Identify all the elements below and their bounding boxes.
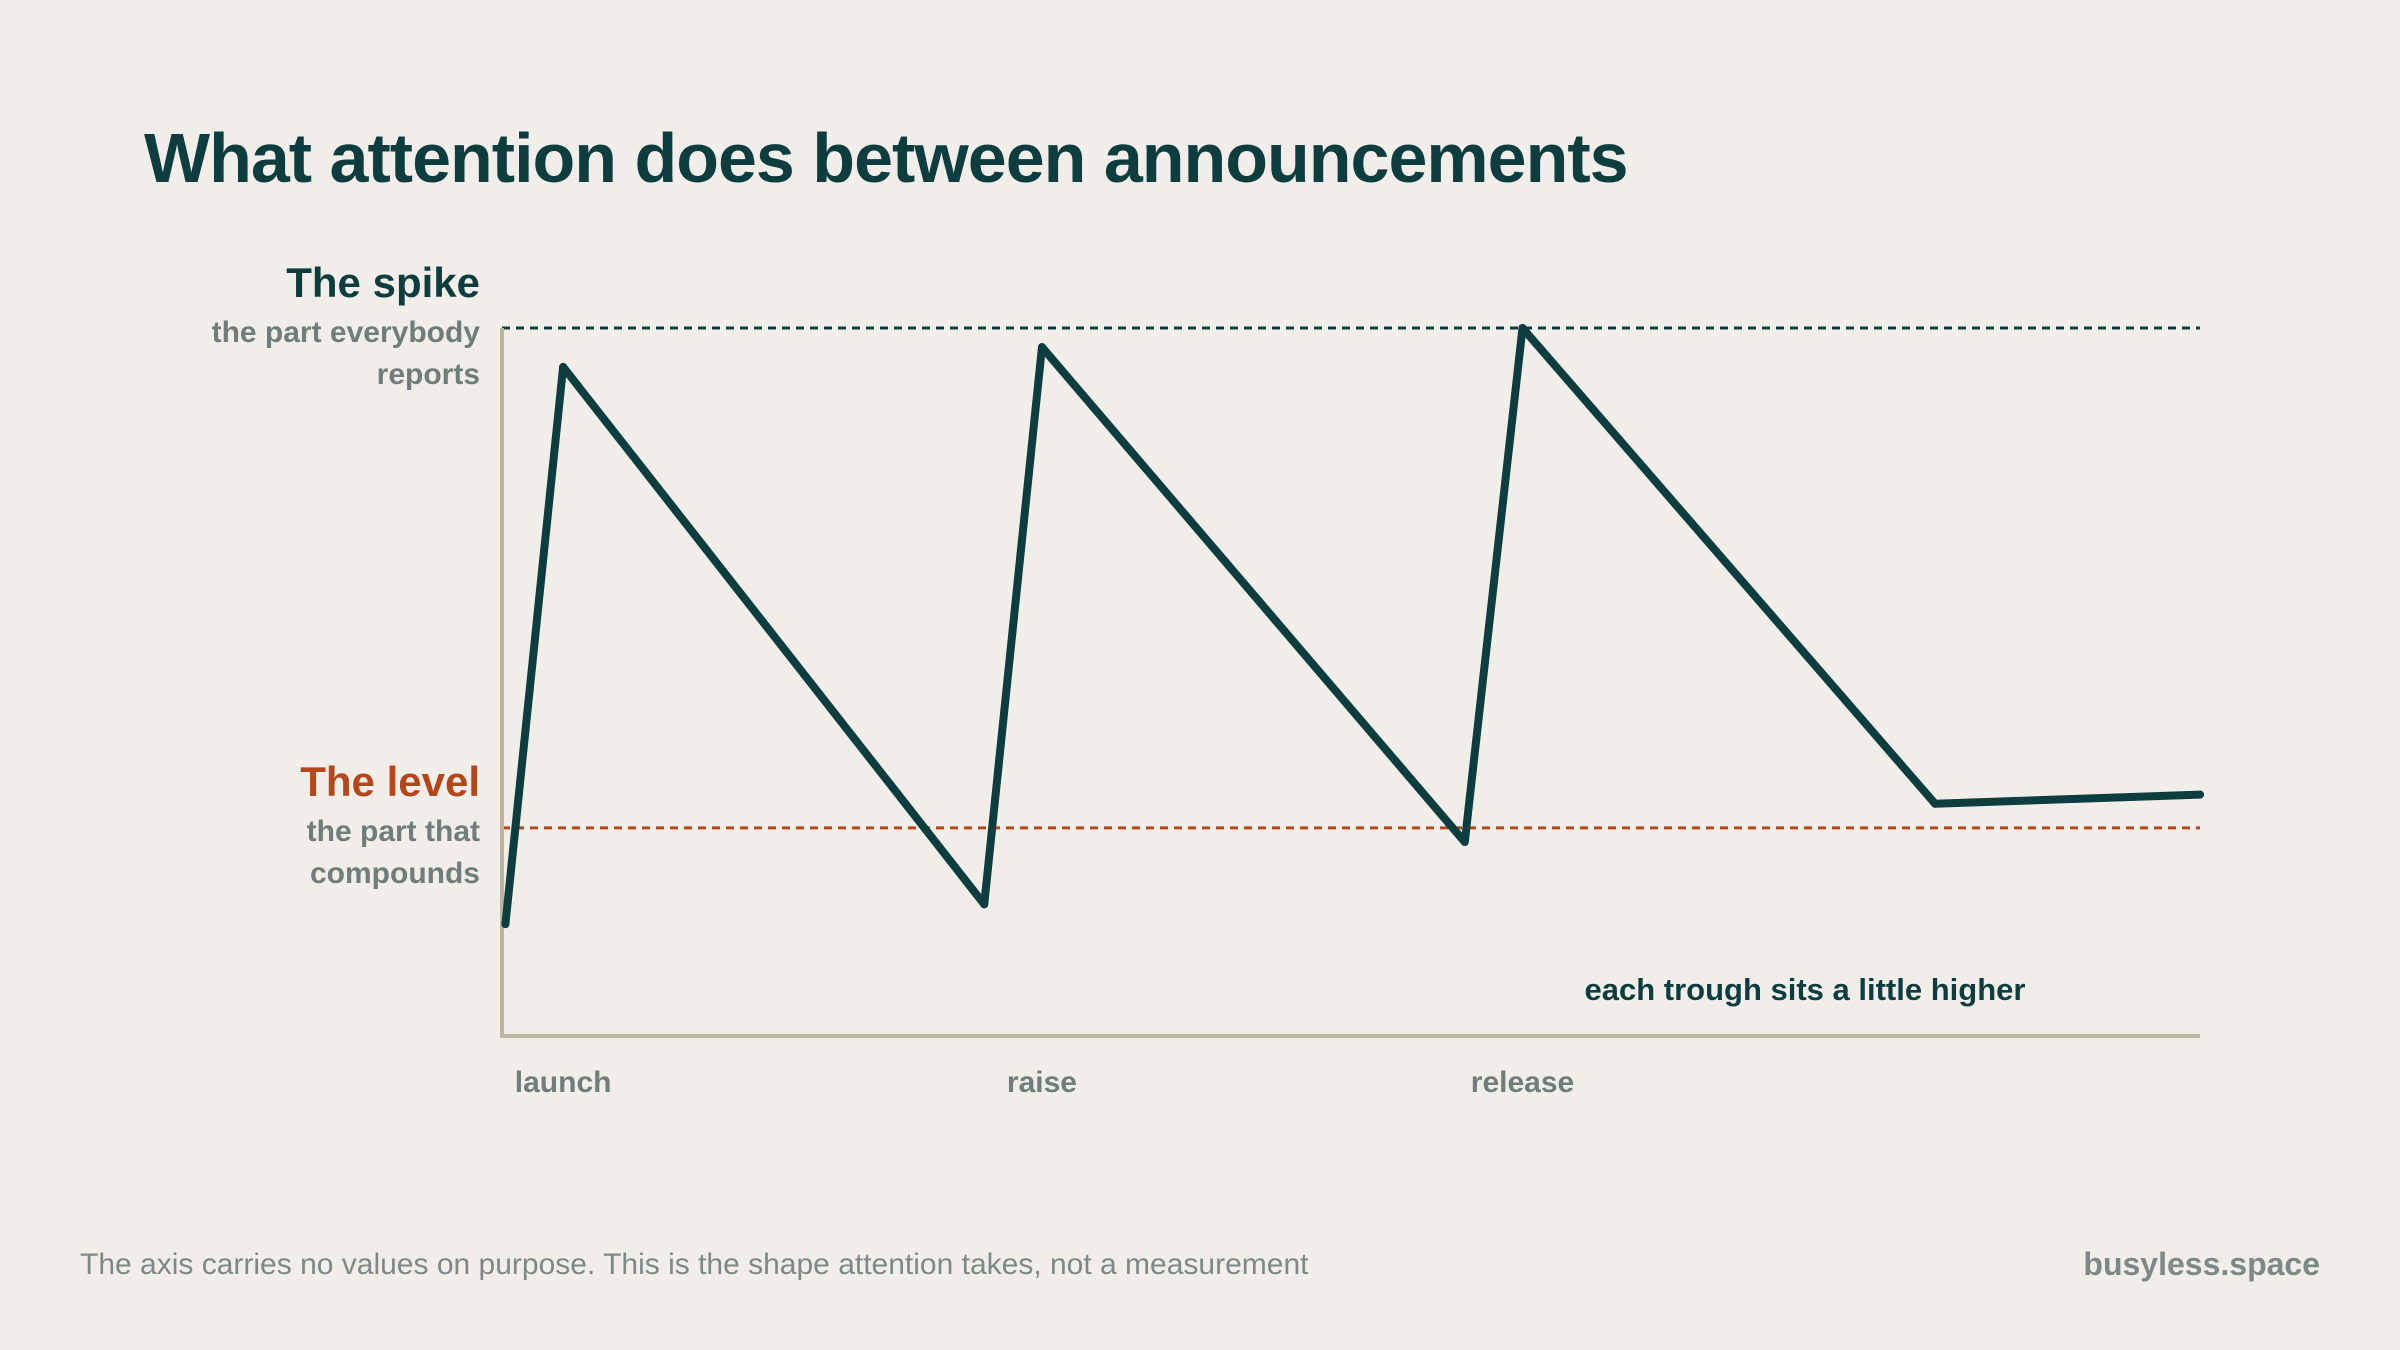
series-point (1460, 838, 1469, 847)
spike-subtitle-line: reports (376, 358, 480, 392)
attention-series-line (501, 324, 2204, 929)
spike-annotation: The spike the part everybody reports (212, 259, 480, 396)
axes (500, 328, 2200, 1038)
series-point (501, 920, 510, 929)
reference-lines (502, 326, 2200, 830)
series-point (1931, 799, 1940, 808)
level-label: The level (300, 758, 480, 805)
series-point (980, 900, 989, 909)
level-subtitle-line: the part that (306, 815, 480, 849)
chart-title: What attention does between announcement… (144, 119, 1629, 197)
series-point (1037, 343, 1046, 352)
trough-annotation: each trough sits a little higher (1584, 972, 2025, 1007)
footnote: The axis carries no values on purpose. T… (80, 1248, 1309, 1281)
label-group: launch raise release each trough sits a lit… (515, 972, 2026, 1099)
level-subtitle: the part that compounds (300, 811, 480, 895)
x-tick-label: raise (1007, 1066, 1077, 1099)
spike-label: The spike (286, 259, 480, 306)
series-point (2196, 790, 2204, 799)
series-point (559, 362, 568, 371)
level-annotation: The level the part that compounds (300, 758, 480, 895)
series-point (1518, 324, 1527, 332)
level-subtitle-line: compounds (310, 857, 480, 891)
brand-link[interactable]: busyless.space (2083, 1246, 2320, 1282)
spike-subtitle-line: the part everybody (211, 316, 480, 350)
x-tick-label: launch (515, 1066, 612, 1099)
spike-subtitle: the part everybody reports (212, 312, 480, 396)
x-tick-label: release (1471, 1066, 1574, 1099)
series-group (501, 324, 2204, 929)
